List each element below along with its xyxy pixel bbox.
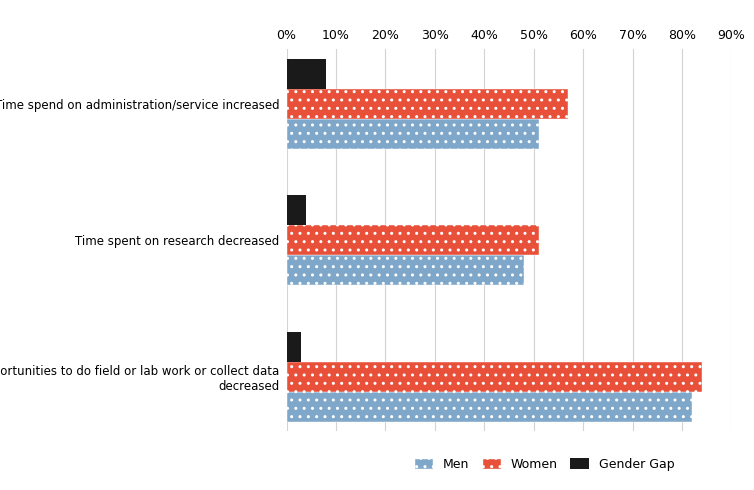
Bar <box>287 392 692 422</box>
Bar <box>287 59 326 89</box>
Bar <box>287 362 702 392</box>
Bar <box>287 225 538 255</box>
Bar <box>287 119 538 148</box>
Bar <box>287 332 302 362</box>
Bar <box>287 255 524 285</box>
Bar <box>287 0 662 12</box>
Legend: Men, Women, Gender Gap: Men, Women, Gender Gap <box>415 458 675 471</box>
Bar <box>287 468 351 490</box>
Bar <box>287 89 569 119</box>
Bar <box>287 195 306 225</box>
